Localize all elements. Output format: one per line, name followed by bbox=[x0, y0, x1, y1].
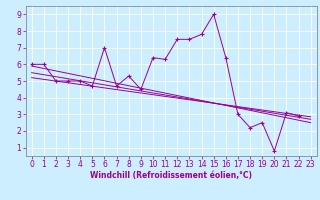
X-axis label: Windchill (Refroidissement éolien,°C): Windchill (Refroidissement éolien,°C) bbox=[90, 171, 252, 180]
